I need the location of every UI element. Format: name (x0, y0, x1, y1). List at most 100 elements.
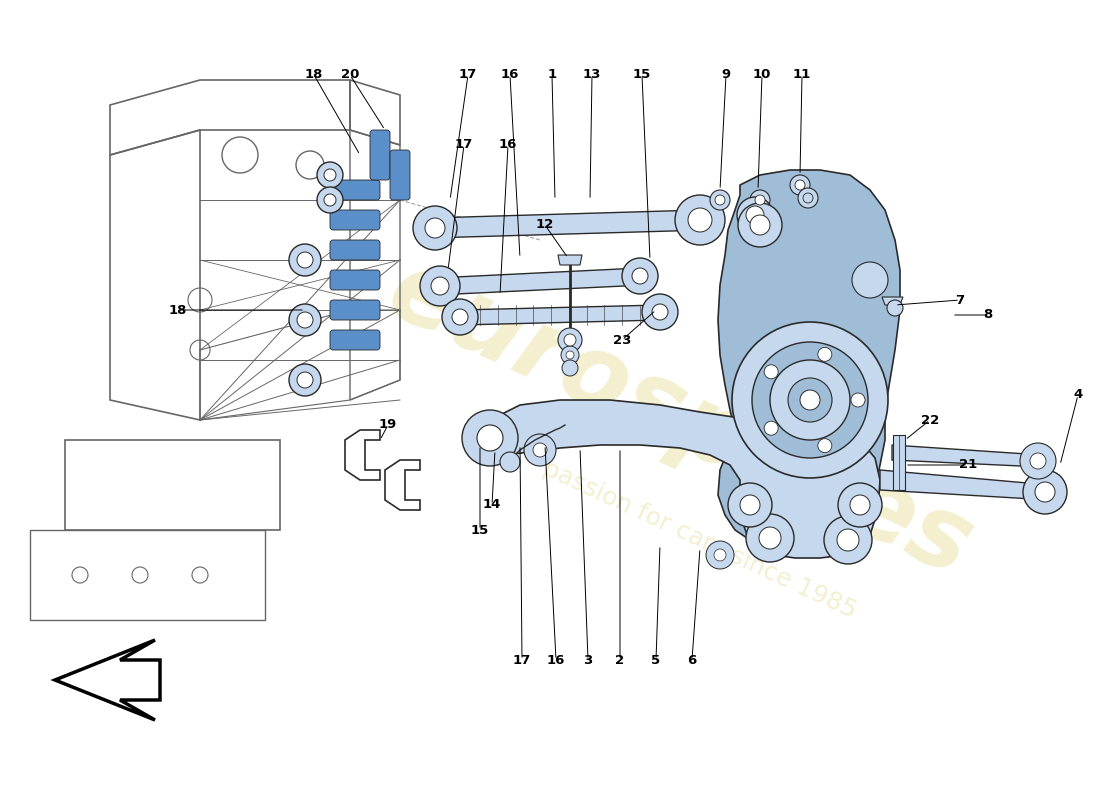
Polygon shape (460, 305, 662, 325)
Circle shape (714, 549, 726, 561)
FancyBboxPatch shape (330, 210, 380, 230)
Polygon shape (892, 445, 1042, 467)
Circle shape (420, 266, 460, 306)
Text: 12: 12 (536, 218, 554, 231)
Text: 19: 19 (378, 418, 397, 431)
Text: 1: 1 (548, 69, 557, 82)
Circle shape (462, 410, 518, 466)
Text: 23: 23 (613, 334, 631, 346)
Circle shape (500, 452, 520, 472)
Circle shape (317, 187, 343, 213)
Text: 18: 18 (168, 303, 187, 317)
FancyBboxPatch shape (330, 330, 380, 350)
Circle shape (851, 393, 865, 407)
Circle shape (795, 180, 805, 190)
Circle shape (524, 434, 556, 466)
Text: 6: 6 (688, 654, 696, 666)
Text: 16: 16 (547, 654, 565, 666)
Circle shape (297, 312, 313, 328)
Circle shape (764, 422, 778, 435)
Circle shape (431, 277, 449, 295)
Circle shape (534, 443, 547, 457)
Circle shape (642, 294, 678, 330)
Circle shape (324, 169, 336, 181)
Circle shape (770, 360, 850, 440)
Circle shape (442, 299, 478, 335)
FancyBboxPatch shape (330, 180, 380, 200)
Text: 10: 10 (752, 69, 771, 82)
Circle shape (850, 495, 870, 515)
Circle shape (800, 390, 820, 410)
Polygon shape (893, 435, 905, 490)
Circle shape (566, 351, 574, 359)
FancyBboxPatch shape (330, 240, 380, 260)
Circle shape (738, 203, 782, 247)
Text: 11: 11 (793, 69, 811, 82)
Text: 7: 7 (956, 294, 965, 306)
Polygon shape (882, 297, 903, 305)
Circle shape (764, 365, 778, 378)
Text: 21: 21 (959, 458, 977, 471)
Circle shape (788, 378, 832, 422)
Text: 15: 15 (471, 523, 490, 537)
Circle shape (838, 483, 882, 527)
Circle shape (752, 342, 868, 458)
Circle shape (710, 190, 730, 210)
Circle shape (1030, 453, 1046, 469)
Circle shape (412, 206, 456, 250)
FancyBboxPatch shape (330, 270, 380, 290)
Circle shape (652, 304, 668, 320)
Circle shape (688, 208, 712, 232)
Circle shape (289, 244, 321, 276)
Circle shape (798, 188, 818, 208)
Circle shape (817, 438, 832, 453)
Circle shape (1020, 443, 1056, 479)
Circle shape (887, 300, 903, 316)
Circle shape (755, 195, 764, 205)
Text: passion for cars since 1985: passion for cars since 1985 (539, 457, 860, 623)
Circle shape (289, 364, 321, 396)
Polygon shape (430, 210, 706, 238)
Circle shape (790, 175, 810, 195)
Circle shape (737, 197, 773, 233)
Circle shape (1023, 470, 1067, 514)
Circle shape (732, 322, 888, 478)
Polygon shape (434, 268, 645, 295)
Circle shape (706, 541, 734, 569)
Text: 17: 17 (455, 138, 473, 151)
Circle shape (817, 347, 832, 362)
Polygon shape (480, 400, 880, 558)
Circle shape (562, 360, 578, 376)
Text: eurospares: eurospares (373, 242, 987, 598)
Circle shape (425, 218, 446, 238)
Circle shape (728, 483, 772, 527)
Circle shape (297, 252, 313, 268)
FancyBboxPatch shape (390, 150, 410, 200)
Text: 2: 2 (615, 654, 625, 666)
Circle shape (740, 495, 760, 515)
Text: 14: 14 (483, 498, 502, 511)
Circle shape (746, 206, 764, 224)
Circle shape (324, 194, 336, 206)
Text: 8: 8 (983, 309, 992, 322)
Text: 9: 9 (722, 69, 730, 82)
Circle shape (289, 304, 321, 336)
Circle shape (824, 516, 872, 564)
Text: 18: 18 (305, 69, 323, 82)
Circle shape (452, 309, 468, 325)
Text: 16: 16 (500, 69, 519, 82)
Circle shape (317, 162, 343, 188)
Circle shape (759, 527, 781, 549)
FancyBboxPatch shape (370, 130, 390, 180)
Polygon shape (718, 170, 900, 545)
Circle shape (477, 425, 503, 451)
Text: 17: 17 (513, 654, 531, 666)
Circle shape (715, 195, 725, 205)
Circle shape (750, 190, 770, 210)
Text: 5: 5 (651, 654, 661, 666)
Polygon shape (558, 255, 582, 265)
FancyBboxPatch shape (330, 300, 380, 320)
Circle shape (297, 372, 313, 388)
Circle shape (632, 268, 648, 284)
Text: 3: 3 (583, 654, 593, 666)
